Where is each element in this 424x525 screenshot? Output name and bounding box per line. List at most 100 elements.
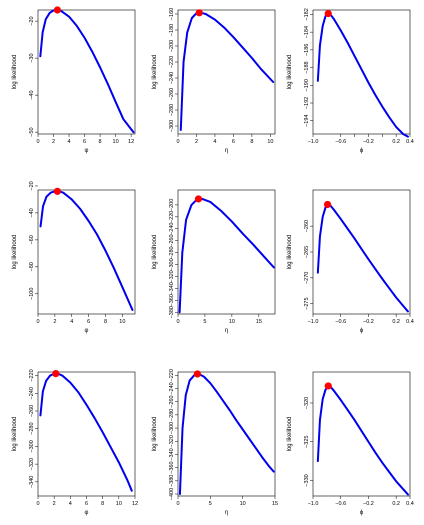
likelihood-curve bbox=[39, 190, 134, 311]
plot-frame bbox=[312, 9, 411, 135]
chart-panel-7: 0 2 4 6 8 10 12 −220 −240 −260 −280 −300 −320 −340 φ lo… bbox=[12, 369, 138, 516]
y-tick-label: −186 bbox=[304, 44, 310, 56]
x-axis-label: η bbox=[225, 510, 228, 516]
y-tick-label: −280 bbox=[169, 246, 175, 258]
y-tick-label: −260 bbox=[29, 405, 35, 417]
y-tick-label: −20 bbox=[29, 16, 35, 25]
plot-frame bbox=[37, 371, 136, 497]
x-tick-label: 12 bbox=[128, 139, 134, 145]
x-tick-label: 4 bbox=[213, 139, 216, 145]
y-tick-label: −160 bbox=[169, 8, 175, 20]
x-tick-label: 15 bbox=[256, 319, 262, 325]
y-axis-label: log likelihood bbox=[12, 235, 18, 270]
y-tick-label: −20 bbox=[29, 181, 35, 190]
y-tick-label: −265 bbox=[304, 246, 310, 258]
x-tick-label: 2 bbox=[195, 139, 198, 145]
likelihood-curve bbox=[178, 197, 275, 314]
y-tick-label: −100 bbox=[29, 288, 35, 300]
y-tick-label: −400 bbox=[169, 488, 175, 500]
y-tick-label: −192 bbox=[304, 97, 310, 109]
chart-panel-8: 0 5 10 15 −220−240−260 −280−300−320−340−360 −3… bbox=[152, 369, 278, 516]
max-likelihood-point bbox=[324, 382, 332, 390]
chart-panel-4: 0 2 4 6 8 10 −20 −40 −60 −80 −100 φ log likelihood bbox=[12, 181, 136, 334]
y-tick-label: −380 bbox=[169, 306, 175, 318]
y-tick-label: −220 bbox=[169, 369, 175, 381]
y-tick-label: −40 bbox=[29, 90, 35, 99]
y-tick-label: −200 bbox=[169, 199, 175, 211]
likelihood-curve bbox=[316, 203, 409, 313]
x-tick-label: 5 bbox=[209, 501, 212, 507]
y-tick-label: −260 bbox=[169, 395, 175, 407]
x-tick-label: 2 bbox=[53, 319, 56, 325]
x-tick-label: 10 bbox=[119, 319, 125, 325]
chart-panel-9: −1.0 −0.6 −0.2 0.2 0.4 −320 −325 −330 ϕ log likel… bbox=[287, 371, 414, 516]
x-tick-label: 0.4 bbox=[406, 501, 414, 507]
max-likelihood-point bbox=[324, 9, 332, 18]
y-tick-label: −194 bbox=[304, 115, 310, 127]
x-tick-label: 10 bbox=[240, 501, 246, 507]
plot-frame bbox=[177, 189, 276, 315]
x-tick-label: 0 bbox=[36, 139, 39, 145]
plot-frame bbox=[312, 371, 411, 497]
plot-frame bbox=[37, 189, 136, 315]
x-tick-label: 0.4 bbox=[406, 139, 414, 145]
y-tick-label: −188 bbox=[304, 61, 310, 73]
x-tick-label: 0 bbox=[176, 139, 179, 145]
x-tick-label: −1.0 bbox=[308, 139, 319, 145]
x-tick-label: 10 bbox=[116, 501, 122, 507]
y-tick-label: −40 bbox=[29, 208, 35, 217]
likelihood-curve bbox=[39, 372, 133, 492]
y-tick-label: −240 bbox=[169, 72, 175, 84]
y-tick-label: −260 bbox=[169, 234, 175, 246]
x-tick-label: 2 bbox=[52, 139, 55, 145]
y-tick-label: −220 bbox=[29, 369, 35, 381]
max-likelihood-point bbox=[195, 9, 203, 17]
y-tick-label: −184 bbox=[304, 26, 310, 38]
y-tick-label: −300 bbox=[169, 258, 175, 270]
x-tick-label: 15 bbox=[272, 501, 278, 507]
likelihood-curve bbox=[178, 372, 275, 496]
likelihood-curve bbox=[39, 9, 135, 134]
x-tick-label: 0 bbox=[176, 501, 179, 507]
y-tick-label: −260 bbox=[169, 88, 175, 100]
plot-frame bbox=[177, 9, 276, 135]
y-tick-label: −180 bbox=[169, 24, 175, 36]
y-tick-label: −330 bbox=[304, 474, 310, 486]
x-tick-label: −0.6 bbox=[335, 139, 346, 145]
x-tick-label: 8 bbox=[250, 139, 253, 145]
x-tick-label: 0 bbox=[36, 319, 39, 325]
y-tick-label: −275 bbox=[304, 297, 310, 309]
y-tick-label: −300 bbox=[29, 440, 35, 452]
y-tick-label: −50 bbox=[29, 127, 35, 136]
y-tick-label: −80 bbox=[29, 262, 35, 271]
x-axis-label: η bbox=[225, 328, 228, 334]
x-tick-label: −0.6 bbox=[335, 319, 346, 325]
x-tick-label: 4 bbox=[68, 139, 71, 145]
x-tick-label: −1.0 bbox=[308, 501, 319, 507]
x-tick-label: 2 bbox=[53, 501, 56, 507]
x-tick-label: 0.2 bbox=[392, 319, 400, 325]
y-tick-label: −190 bbox=[304, 79, 310, 91]
x-tick-label: 8 bbox=[99, 139, 102, 145]
y-tick-label: −240 bbox=[169, 382, 175, 394]
x-tick-label: 8 bbox=[101, 501, 104, 507]
x-tick-label: 12 bbox=[132, 501, 138, 507]
y-tick-label: −320 bbox=[304, 397, 310, 409]
x-tick-label: 5 bbox=[203, 319, 206, 325]
y-tick-label: −280 bbox=[169, 409, 175, 421]
chart-panel-6: −1.0 −0.6 −0.2 0.2 0.4 −260 −265 −270 −275 ϕ log l… bbox=[287, 189, 414, 334]
y-tick-label: −320 bbox=[29, 458, 35, 470]
x-tick-label: 0.4 bbox=[406, 319, 414, 325]
y-tick-label: −220 bbox=[169, 56, 175, 68]
max-likelihood-point bbox=[194, 195, 203, 203]
x-tick-label: 0.2 bbox=[392, 139, 400, 145]
likelihood-curve bbox=[316, 384, 409, 496]
x-tick-label: 6 bbox=[85, 501, 88, 507]
y-tick-label: −30 bbox=[29, 53, 35, 62]
y-tick-label: −60 bbox=[29, 235, 35, 244]
y-axis-label: log likelihood bbox=[12, 55, 18, 90]
y-tick-label: −300 bbox=[169, 120, 175, 132]
likelihood-curve bbox=[179, 11, 275, 131]
x-tick-label: −0.6 bbox=[335, 501, 346, 507]
